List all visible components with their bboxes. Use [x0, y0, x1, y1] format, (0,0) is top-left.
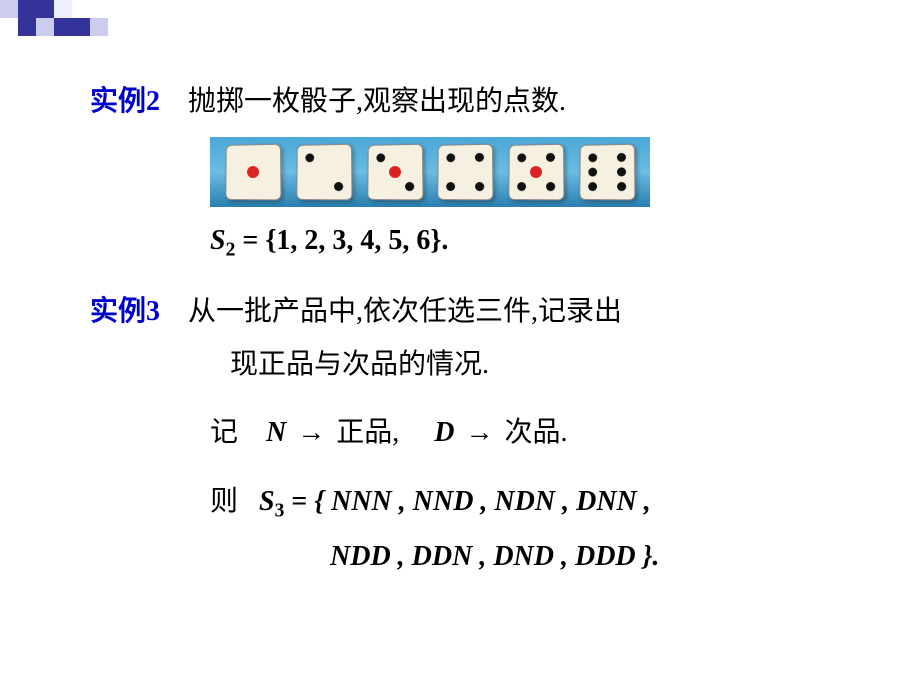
example3-result-line2: NDD , DDN , DND , DDD }.	[330, 535, 860, 580]
example2-heading: 实例2	[90, 86, 160, 117]
die-1	[226, 144, 282, 201]
example3-text1: 从一批产品中,依次任选三件,记录出	[167, 296, 622, 327]
example3-heading: 实例3	[90, 296, 160, 327]
die-5	[508, 144, 564, 201]
example3-notation: 记 N → 正品, D → 次品.	[210, 411, 860, 456]
example2-formula: S2 = {1, 2, 3, 4, 5, 6}.	[210, 219, 860, 266]
example2-line: 实例2 抛掷一枚骰子,观察出现的点数.	[90, 80, 860, 125]
example3-result-line1: 则 S3 = { NNN , NND , NDN , DNN ,	[210, 480, 860, 527]
die-4	[438, 144, 494, 201]
die-2	[296, 144, 352, 201]
die-6	[579, 144, 635, 201]
slide-content: 实例2 抛掷一枚骰子,观察出现的点数. S2 = {1, 2, 3, 4, 5,…	[90, 80, 860, 588]
dice-image	[210, 137, 650, 207]
die-3	[367, 144, 423, 201]
example3-line2: 现正品与次品的情况.	[230, 343, 860, 388]
corner-decoration	[0, 0, 160, 50]
example2-text: 抛掷一枚骰子,观察出现的点数.	[167, 86, 566, 117]
example3-line1: 实例3 从一批产品中,依次任选三件,记录出	[90, 290, 860, 335]
